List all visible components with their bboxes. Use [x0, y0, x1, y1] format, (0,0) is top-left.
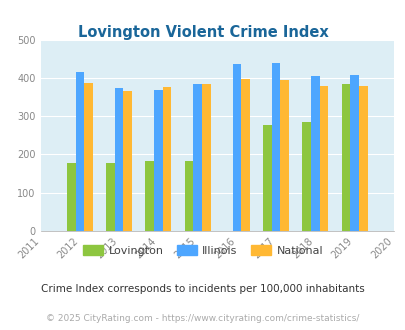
Bar [350, 75, 358, 231]
Bar [358, 86, 367, 231]
Bar [123, 90, 132, 231]
Bar [75, 72, 84, 231]
Bar [262, 125, 271, 231]
Bar [280, 80, 288, 231]
Bar [341, 84, 350, 231]
Bar [162, 87, 171, 231]
Text: Crime Index corresponds to incidents per 100,000 inhabitants: Crime Index corresponds to incidents per… [41, 284, 364, 294]
Bar [271, 63, 280, 231]
Bar [201, 84, 210, 231]
Bar [153, 90, 162, 231]
Bar [310, 76, 319, 231]
Text: Lovington Violent Crime Index: Lovington Violent Crime Index [77, 25, 328, 40]
Bar [84, 83, 93, 231]
Text: © 2025 CityRating.com - https://www.cityrating.com/crime-statistics/: © 2025 CityRating.com - https://www.city… [46, 314, 359, 323]
Bar [319, 86, 328, 231]
Bar [302, 122, 310, 231]
Bar [106, 163, 115, 231]
Bar [115, 88, 123, 231]
Bar [232, 64, 241, 231]
Legend: Lovington, Illinois, National: Lovington, Illinois, National [78, 241, 327, 260]
Bar [241, 79, 249, 231]
Bar [67, 163, 75, 231]
Bar [193, 84, 201, 231]
Bar [184, 161, 193, 231]
Bar [145, 161, 153, 231]
